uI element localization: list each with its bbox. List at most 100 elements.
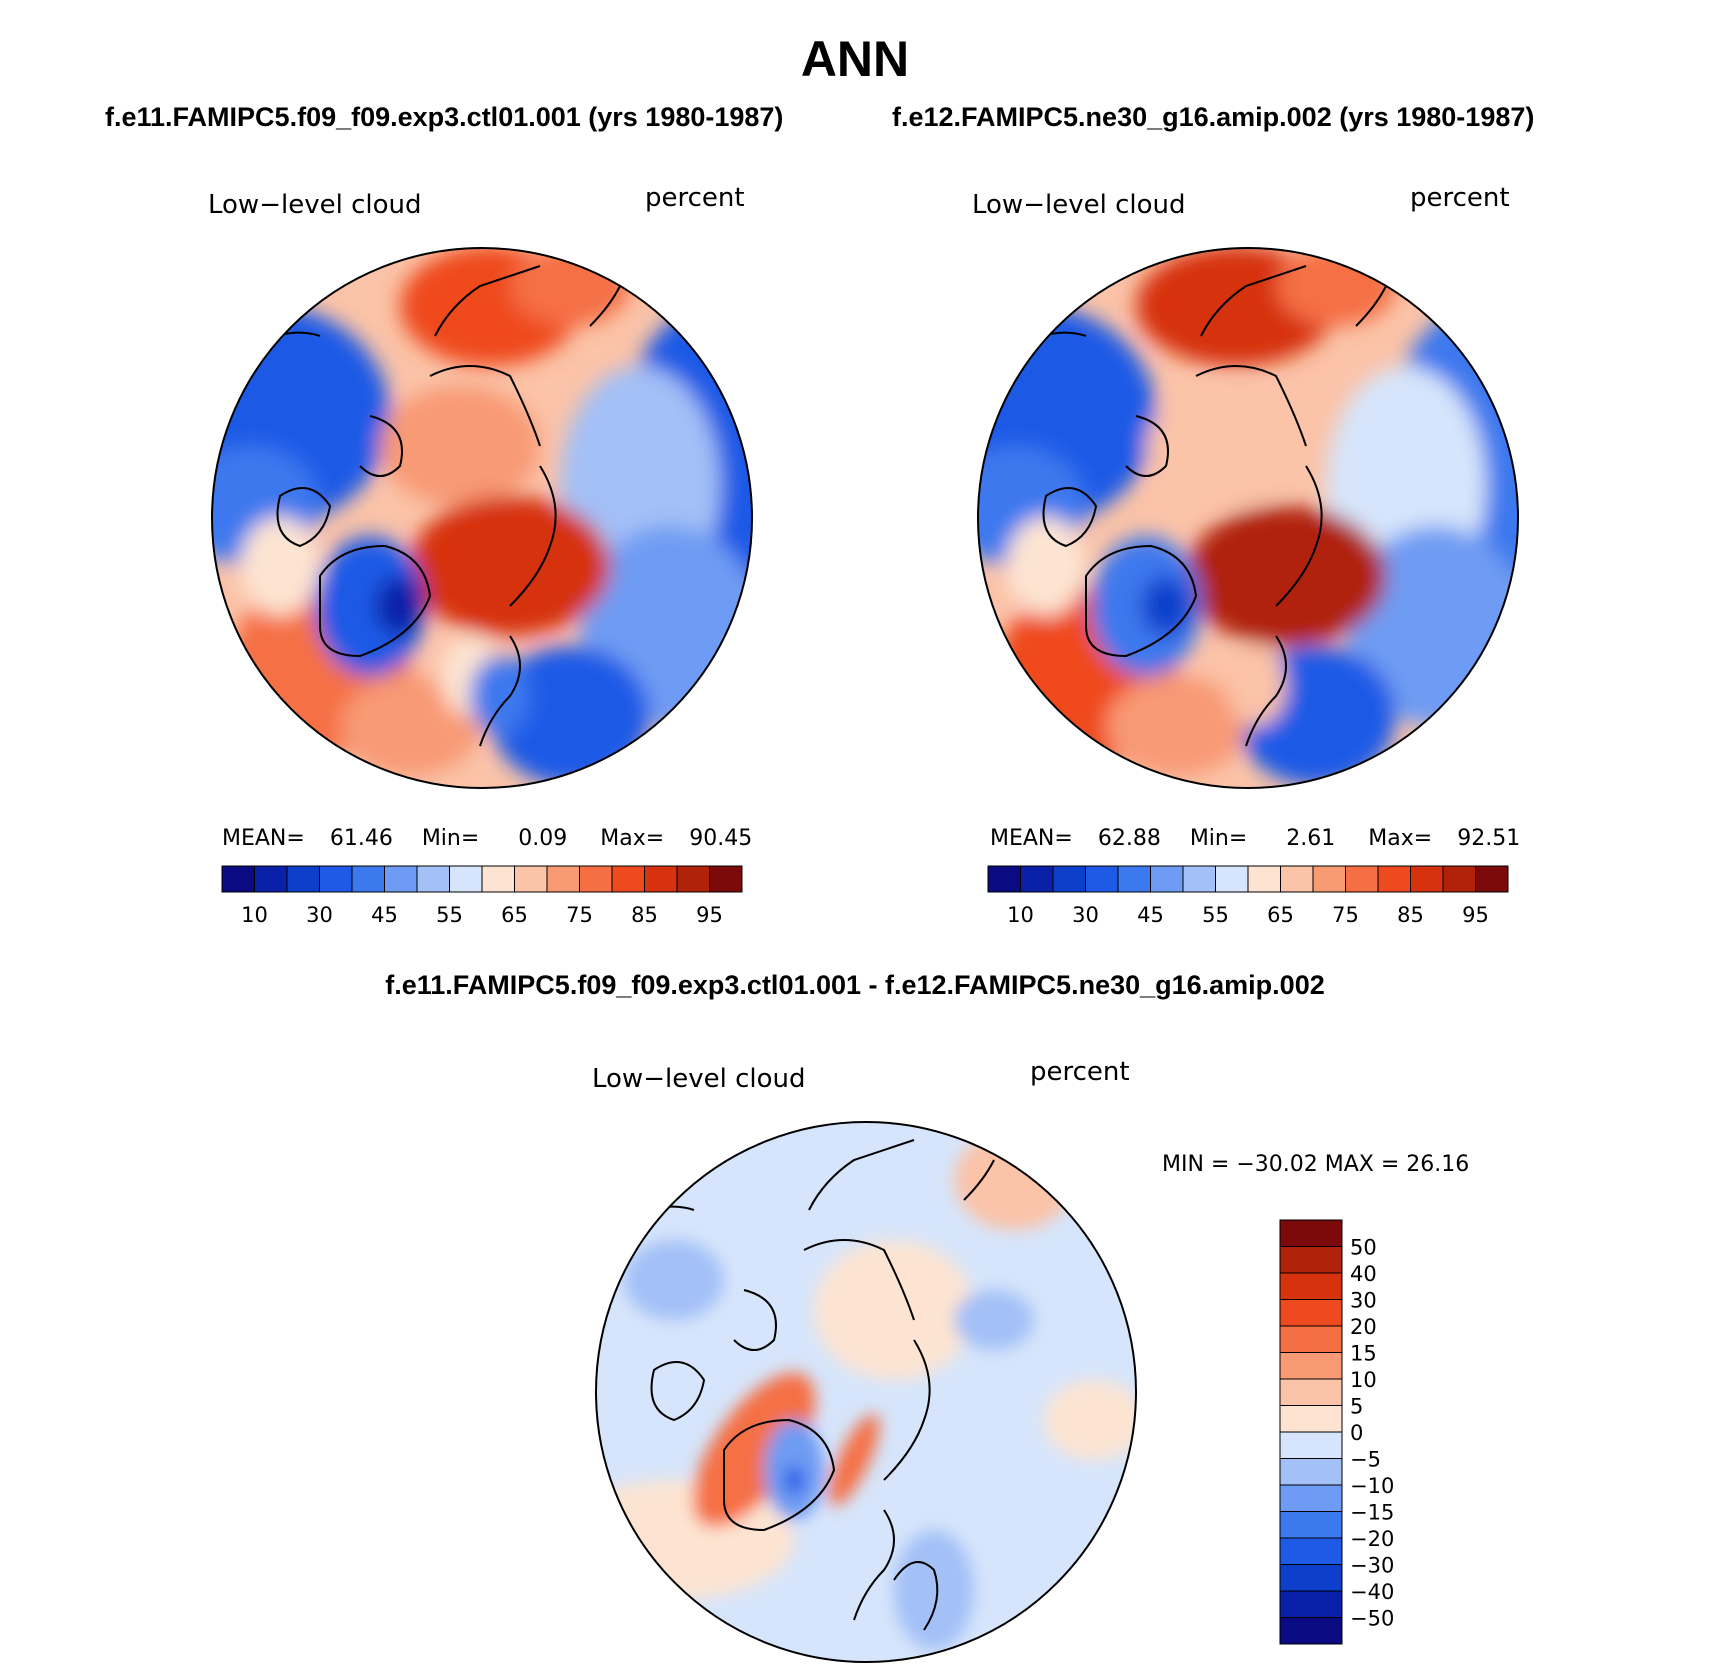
diff-colorbar-tick-label: 10 bbox=[1350, 1368, 1377, 1392]
panel1-min-value: 0.09 bbox=[518, 826, 568, 851]
diff-colorbar-tick-label: −50 bbox=[1350, 1607, 1394, 1631]
panel1-colorbar-box bbox=[221, 865, 255, 893]
diff-colorbar-box bbox=[1279, 1537, 1343, 1565]
diff-colorbar-box bbox=[1279, 1352, 1343, 1380]
panel2-variable-label: Low−level cloud bbox=[972, 190, 1186, 220]
panel2-colorbar-tick-label: 30 bbox=[1072, 903, 1099, 927]
panel1-colorbar-tick-label: 95 bbox=[696, 903, 723, 927]
diff-colorbar-box bbox=[1279, 1219, 1343, 1247]
panel1-mean-value: 61.46 bbox=[329, 826, 393, 851]
diff-colorbar-box bbox=[1279, 1272, 1343, 1300]
panel1-colorbar-tick-label: 10 bbox=[241, 903, 268, 927]
panel2-colorbar-box bbox=[1247, 865, 1281, 893]
diff-colorbar-tick-label: −20 bbox=[1350, 1527, 1394, 1551]
diff-cloud-field bbox=[596, 1122, 1136, 1662]
panel1-mean-label: MEAN= bbox=[222, 826, 305, 851]
panel1-colorbar-tick-label: 65 bbox=[501, 903, 528, 927]
diff-colorbar-box bbox=[1279, 1246, 1343, 1274]
panel2-colorbar-tick-label: 75 bbox=[1332, 903, 1359, 927]
diff-colorbar-tick-label: 40 bbox=[1350, 1262, 1377, 1286]
panel1-colorbar-box bbox=[254, 865, 288, 893]
panel1-colorbar-tick-label: 55 bbox=[436, 903, 463, 927]
panel1-colorbar-tick-label: 30 bbox=[306, 903, 333, 927]
panel2-colorbar-box bbox=[1475, 865, 1509, 893]
figure-title: ANN bbox=[800, 31, 910, 87]
panel2-colorbar-box bbox=[1020, 865, 1054, 893]
panel2-max-value: 92.51 bbox=[1457, 826, 1521, 851]
panel1-colorbar: 10 30 45 55 65 75 85 95 bbox=[221, 865, 743, 927]
diff-variable-label: Low−level cloud bbox=[592, 1064, 806, 1094]
panel1-variable-label: Low−level cloud bbox=[208, 190, 422, 220]
diff-colorbar-box bbox=[1279, 1484, 1343, 1512]
panel2-min-label: Min= bbox=[1189, 826, 1248, 851]
diff-colorbar-tick-label: −30 bbox=[1350, 1554, 1394, 1578]
panel1-colorbar-tick-label: 45 bbox=[371, 903, 398, 927]
panel1-polar-map bbox=[211, 247, 753, 789]
diff-minmax: MIN = −30.02 MAX = 26.16 bbox=[1162, 1152, 1470, 1177]
panel1-colorbar-box bbox=[546, 865, 580, 893]
panel1-colorbar-box bbox=[384, 865, 418, 893]
diff-colorbar-box bbox=[1279, 1378, 1343, 1406]
panel1-max-value: 90.45 bbox=[689, 826, 753, 851]
diff-colorbar-box bbox=[1279, 1431, 1343, 1459]
panel2-colorbar-box bbox=[1442, 865, 1476, 893]
panel2-colorbar-box bbox=[1117, 865, 1151, 893]
diff-polar-map bbox=[595, 1121, 1137, 1663]
panel2-stats: MEAN= 62.88 Min= 2.61 Max= 92.51 bbox=[990, 826, 1520, 851]
panel1-colorbar-tick-label: 85 bbox=[631, 903, 658, 927]
panel1-colorbar-box bbox=[449, 865, 483, 893]
panel1-cloud-field bbox=[212, 248, 752, 788]
diff-colorbar-tick-label: 20 bbox=[1350, 1315, 1377, 1339]
panel2-cloud-field bbox=[978, 248, 1518, 788]
panel2-colorbar-tick-label: 65 bbox=[1267, 903, 1294, 927]
panel2-colorbar-tick-label: 85 bbox=[1397, 903, 1424, 927]
panel2-mean-label: MEAN= bbox=[990, 826, 1073, 851]
panel1-colorbar-box bbox=[611, 865, 645, 893]
panel2-colorbar: 10 30 45 55 65 75 85 95 bbox=[987, 865, 1509, 927]
panel1-colorbar-box bbox=[676, 865, 710, 893]
diff-colorbar-tick-label: −5 bbox=[1350, 1448, 1381, 1472]
panel1-colorbar-box bbox=[481, 865, 515, 893]
diff-colorbar-box bbox=[1279, 1299, 1343, 1327]
diff-colorbar-tick-label: 15 bbox=[1350, 1342, 1377, 1366]
panel2-colorbar-tick-label: 55 bbox=[1202, 903, 1229, 927]
panel1-colorbar-box bbox=[514, 865, 548, 893]
panel2-colorbar-box bbox=[1150, 865, 1184, 893]
panel1-colorbar-box bbox=[644, 865, 678, 893]
panel2-colorbar-box bbox=[987, 865, 1021, 893]
panel2-colorbar-box bbox=[1280, 865, 1314, 893]
diff-colorbar-tick-label: −15 bbox=[1350, 1501, 1394, 1525]
panel1-colorbar-tick-label: 75 bbox=[566, 903, 593, 927]
panel1-colorbar-box bbox=[319, 865, 353, 893]
panel2-case-title: f.e12.FAMIPC5.ne30_g16.amip.002 (yrs 198… bbox=[892, 102, 1535, 132]
panel1-colorbar-box bbox=[416, 865, 450, 893]
diff-colorbar-box bbox=[1279, 1564, 1343, 1592]
panel2-max-label: Max= bbox=[1368, 826, 1433, 851]
panel2-colorbar-box bbox=[1312, 865, 1346, 893]
panel2-polar-map bbox=[977, 247, 1519, 789]
diff-colorbar-box bbox=[1279, 1405, 1343, 1433]
diff-colorbar-box bbox=[1279, 1458, 1343, 1486]
panel1-colorbar-box bbox=[351, 865, 385, 893]
panel2-min-value: 2.61 bbox=[1286, 826, 1336, 851]
panel2-colorbar-box bbox=[1052, 865, 1086, 893]
panel1-max-label: Max= bbox=[600, 826, 665, 851]
panel1-units-label: percent bbox=[645, 183, 745, 213]
panel2-units-label: percent bbox=[1410, 183, 1510, 213]
diff-title: f.e11.FAMIPC5.f09_f09.exp3.ctl01.001 - f… bbox=[385, 970, 1325, 1000]
diff-colorbar-tick-label: 30 bbox=[1350, 1289, 1377, 1313]
panel1-case-title: f.e11.FAMIPC5.f09_f09.exp3.ctl01.001 (yr… bbox=[105, 102, 784, 132]
panel1-colorbar-box bbox=[286, 865, 320, 893]
diff-colorbar-box bbox=[1279, 1590, 1343, 1618]
diff-colorbar-tick-label: −10 bbox=[1350, 1474, 1394, 1498]
diff-colorbar-tick-label: −40 bbox=[1350, 1580, 1394, 1604]
panel2-colorbar-tick-label: 45 bbox=[1137, 903, 1164, 927]
panel2-colorbar-box bbox=[1410, 865, 1444, 893]
diff-colorbar-tick-label: 5 bbox=[1350, 1395, 1363, 1419]
diff-colorbar-box bbox=[1279, 1325, 1343, 1353]
panel2-colorbar-box bbox=[1345, 865, 1379, 893]
panel2-colorbar-tick-label: 10 bbox=[1007, 903, 1034, 927]
diff-colorbar-box bbox=[1279, 1511, 1343, 1539]
panel1-colorbar-box bbox=[709, 865, 743, 893]
